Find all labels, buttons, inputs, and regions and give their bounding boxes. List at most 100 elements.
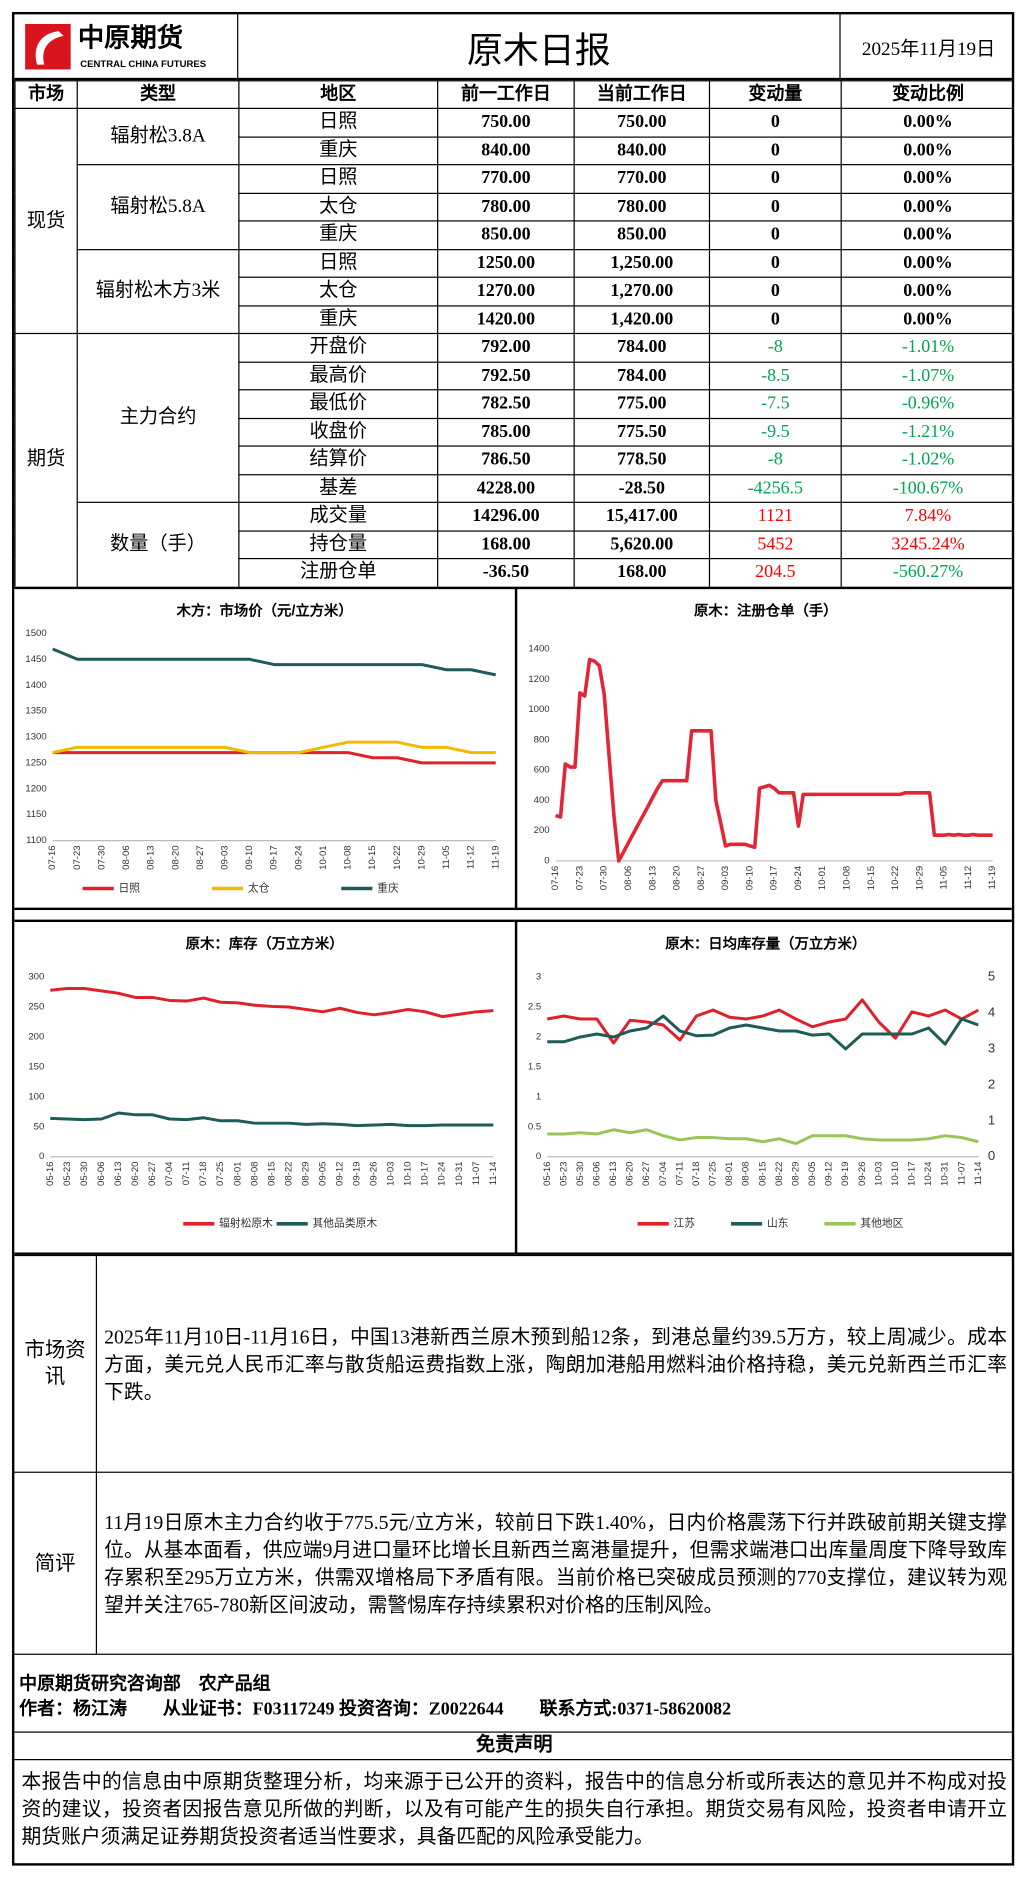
chart: 原木：注册仓单（手） 0 200 400 600 800 1000 1200 1400 07-16… <box>528 602 998 891</box>
value-cell: -560.27% <box>840 558 1012 588</box>
value-cell: 3245.24% <box>840 529 1012 560</box>
x-tick-label: 08-06 <box>121 845 132 869</box>
value-cell: 0.00% <box>840 164 1012 194</box>
table-row: 基差 4228.00 -28.50 -4256.5 -100.67% <box>15 473 1012 503</box>
value-cell: -9.5 <box>708 417 842 447</box>
legend-label: 辐射松原木 <box>219 1217 273 1230</box>
logo-name: 中原期货 <box>78 22 183 52</box>
value-cell: 784.00 <box>573 332 711 363</box>
x-tick-label: 10-08 <box>343 845 354 869</box>
disclaimer-text: 本报告中的信息由中原期货整理分析，均来源于已公开的资料，报告中的信息分析或所表达… <box>21 1769 1008 1848</box>
table-row: 结算价 786.50 778.50 -8 -1.02% <box>15 445 1012 475</box>
value-cell: 0 <box>708 276 842 306</box>
y-tick-label: 1.5 <box>528 1061 541 1072</box>
value-cell: 750.00 <box>573 107 711 138</box>
x-tick-label: 07-23 <box>72 845 83 869</box>
y-tick-label: 1 <box>536 1091 541 1102</box>
chart-box: 原木：日均库存量（万立方米） 0 0.5 1 1.5 2 2.5 3 0 1 2 3 4 5 05-16 05… <box>514 919 1012 1255</box>
x-tick-label: 10-01 <box>318 845 329 869</box>
chart-title: 原木：库存（万立方米） <box>186 935 344 953</box>
series-line <box>555 657 993 863</box>
value-cell: -8 <box>708 445 842 475</box>
x-tick-label: 08-29 <box>300 1162 311 1186</box>
table-row: 太仓 780.00 780.00 0 0.00% <box>15 192 1012 222</box>
x-tick-label: 08-22 <box>774 1162 785 1186</box>
x-tick-label: 07-11 <box>674 1162 685 1186</box>
table-row: 注册仓单 -36.50 168.00 204.5 -560.27% <box>15 558 1012 588</box>
value-cell: 778.50 <box>573 445 711 475</box>
item-cell: 最低价 <box>238 389 439 419</box>
value-cell: 1270.00 <box>437 276 575 306</box>
x-tick-label: 08-27 <box>696 866 707 890</box>
value-cell: 784.00 <box>573 361 711 391</box>
x-tick-label: 06-06 <box>96 1162 107 1186</box>
value-cell: -1.02% <box>840 445 1012 475</box>
y-tick-label: 1200 <box>528 674 549 685</box>
chart: 木方：市场价（元/立方米） 1100 1150 1200 1250 1300 1350 140… <box>25 602 501 895</box>
x-tick-label: 11-19 <box>987 866 998 890</box>
table-row: 辐射松木方3米 日照 1250.00 1,250.00 0 0.00% <box>15 248 1012 335</box>
value-cell: -0.96% <box>840 389 1012 419</box>
report: 中原期货 CENTRAL CHINA FUTURES 原木日报 2025年11月… <box>11 11 1015 1866</box>
x-tick-label: 08-15 <box>757 1162 768 1186</box>
y-tick-label: 0 <box>39 1151 44 1162</box>
series-line <box>52 740 496 755</box>
x-tick-label: 10-24 <box>437 1161 448 1186</box>
chart-title: 原木：日均库存量（万立方米） <box>665 935 866 953</box>
news-section: 市场资讯 2025年11月10日-11月16日，中国13港新西兰原木预到船12条… <box>14 1254 1012 1473</box>
x-tick-label: 10-03 <box>386 1162 397 1186</box>
chart-box: 原木：注册仓单（手） 0 200 400 600 800 1000 1200 1400 07-16… <box>514 586 1012 911</box>
x-tick-label: 09-03 <box>720 866 731 890</box>
x-tick-label: 06-13 <box>608 1162 619 1186</box>
report-date: 2025年11月19日 <box>840 14 1012 81</box>
header-cell: 变动比例 <box>840 80 1012 109</box>
y-tick-label: 1150 <box>26 809 47 820</box>
x-tick-label: 09-12 <box>824 1162 835 1186</box>
table-row: 持仓量 168.00 5,620.00 5452 3245.24% <box>15 529 1012 560</box>
x-tick-label: 11-12 <box>466 845 477 869</box>
value-cell: 0 <box>708 164 842 194</box>
value-cell: 0.00% <box>840 248 1012 278</box>
legend-label: 日照 <box>119 882 141 894</box>
table-row: 辐射松5.8A 日照 770.00 770.00 0 0.00% <box>15 164 1012 250</box>
item-cell: 日照 <box>238 248 439 278</box>
x-tick-label: 11-19 <box>490 845 501 869</box>
x-tick-label: 10-31 <box>940 1162 951 1186</box>
x-tick-label: 08-13 <box>647 866 658 890</box>
chart-box: 原木：库存（万立方米） 0 50 100 150 200 250 300 05-16 05-23 0… <box>14 919 518 1255</box>
x-tick-label: 10-08 <box>842 866 853 890</box>
x-tick-label: 06-20 <box>625 1162 636 1186</box>
disclaimer-title: 免责声明 <box>14 1731 1012 1761</box>
value-cell: 840.00 <box>437 135 575 166</box>
x-tick-label: 09-19 <box>352 1162 363 1186</box>
price-table: 市场 类型 地区 前一工作日 当前工作日 变动量 变动比例 现货 辐射松3.8A 日照 750.0… <box>14 80 1012 588</box>
y-tick-label: 800 <box>534 734 550 745</box>
x-tick-label: 10-24 <box>923 1161 934 1186</box>
x-tick-label: 07-25 <box>708 1162 719 1186</box>
series-line <box>50 1111 494 1128</box>
x-tick-label: 10-22 <box>392 845 403 869</box>
x-tick-label: 09-26 <box>857 1162 868 1186</box>
logo-mark <box>25 23 71 69</box>
item-cell: 开盘价 <box>238 332 439 363</box>
x-tick-label: 05-30 <box>575 1162 586 1186</box>
x-tick-label: 09-26 <box>369 1162 380 1186</box>
y-tick-label: 1250 <box>25 757 46 768</box>
x-tick-label: 10-10 <box>890 1162 901 1186</box>
item-cell: 重庆 <box>238 220 439 250</box>
chart: 原木：库存（万立方米） 0 50 100 150 200 250 300 05-16 05-23 0… <box>28 935 499 1230</box>
x-tick-label: 06-27 <box>147 1162 158 1186</box>
x-tick-label: 05-23 <box>62 1162 73 1186</box>
y2-tick-label: 0 <box>988 1148 995 1163</box>
item-cell: 收盘价 <box>238 417 439 447</box>
header-cell: 变动量 <box>708 80 842 109</box>
value-cell: 850.00 <box>573 220 711 250</box>
value-cell: 782.50 <box>437 389 575 419</box>
y-tick-label: 150 <box>28 1061 44 1072</box>
x-tick-label: 08-08 <box>249 1162 260 1186</box>
value-cell: 775.50 <box>573 417 711 447</box>
value-cell: 0.00% <box>840 107 1012 138</box>
table-row: 太仓 1270.00 1,270.00 0 0.00% <box>15 276 1012 306</box>
item-cell: 注册仓单 <box>238 558 439 588</box>
